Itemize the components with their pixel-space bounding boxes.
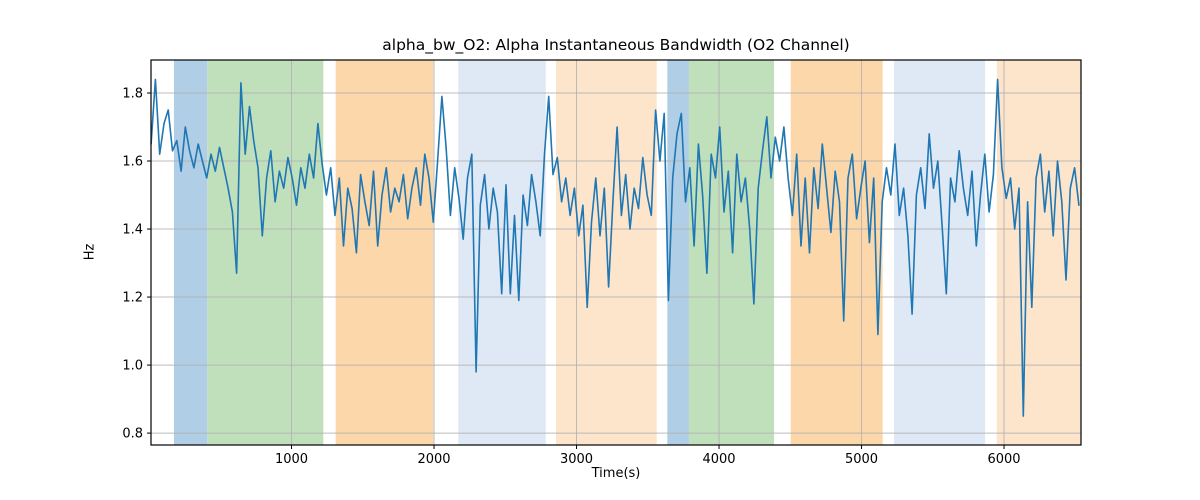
- stage-band: [688, 60, 775, 445]
- y-tick-label: 1.6: [122, 155, 143, 170]
- x-tick-label: 6000: [987, 452, 1020, 467]
- stage-band: [894, 60, 986, 445]
- x-axis-label: Time(s): [591, 466, 641, 481]
- chart-title: alpha_bw_O2: Alpha Instantaneous Bandwid…: [382, 36, 850, 54]
- x-tick-label: 4000: [702, 452, 735, 467]
- axes-frame: [150, 59, 1082, 446]
- y-tick-label: 1.0: [122, 359, 143, 374]
- x-tick-label: 2000: [417, 452, 450, 467]
- stage-band: [458, 60, 546, 445]
- stage-band: [790, 60, 883, 445]
- x-tick-label: 5000: [845, 452, 878, 467]
- y-tick-label: 1.8: [122, 86, 143, 101]
- stage-band: [335, 60, 434, 445]
- y-tick-label: 0.8: [122, 427, 143, 442]
- y-tick-label: 1.4: [122, 223, 143, 238]
- stage-band: [173, 60, 208, 445]
- y-axis-label: Hz: [82, 243, 98, 261]
- stage-band: [207, 60, 324, 445]
- x-tick-label: 3000: [560, 452, 593, 467]
- stage-band: [996, 60, 1081, 445]
- x-tick-label: 1000: [275, 452, 308, 467]
- series-line: [150, 78, 1080, 417]
- y-tick-label: 1.2: [122, 291, 143, 306]
